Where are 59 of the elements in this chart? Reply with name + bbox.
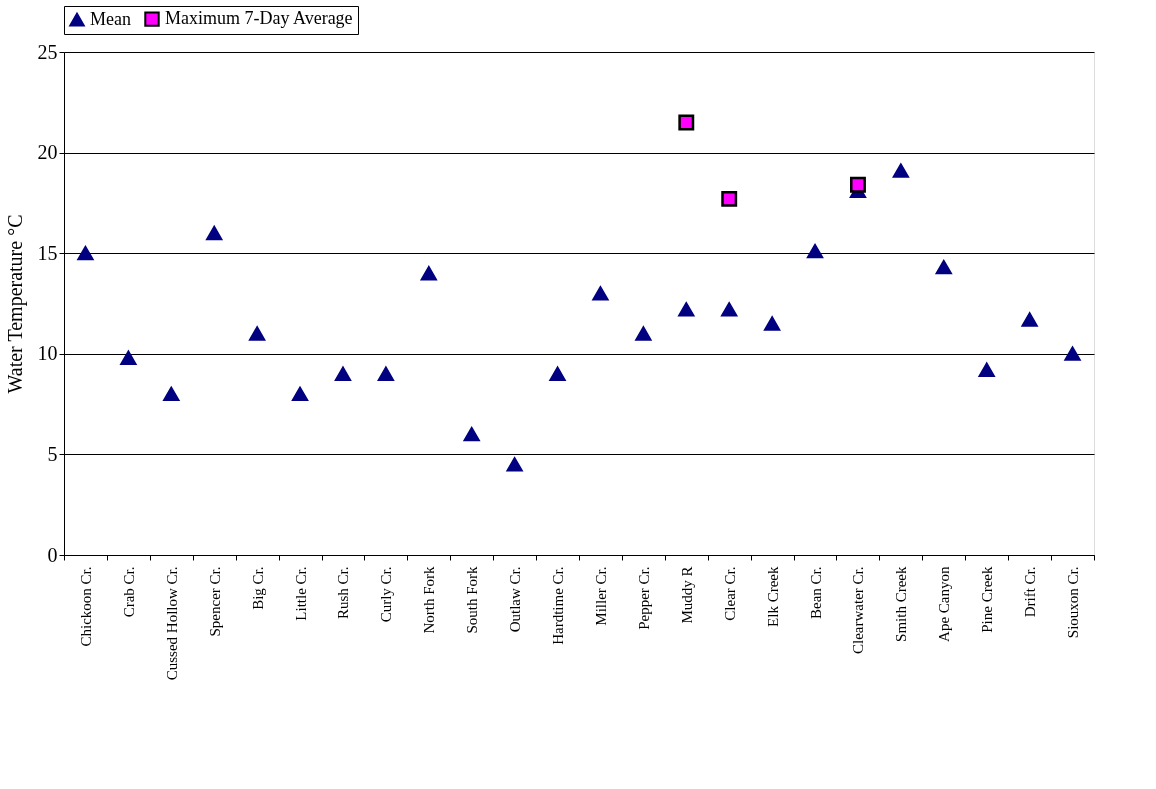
x-tick-label: Crab Cr.	[120, 566, 137, 618]
point	[1021, 312, 1038, 327]
x-tick-label: Clear Cr.	[721, 566, 738, 621]
x-tick-label: Chickoon Cr.	[77, 566, 94, 647]
point	[721, 190, 738, 207]
point	[506, 457, 523, 472]
point	[377, 366, 394, 381]
point	[892, 163, 909, 178]
point	[206, 226, 223, 241]
y-tick-label: 25	[37, 40, 58, 63]
point	[935, 260, 952, 275]
point	[463, 427, 480, 442]
x-tick-label: Smith Creek	[893, 566, 910, 642]
point	[678, 114, 695, 131]
point	[807, 244, 823, 259]
x-tick-label: Drift Cr.	[1022, 566, 1039, 618]
y-tick-label: 15	[37, 241, 58, 264]
point	[420, 266, 437, 281]
x-tick-label: Curly Cr.	[378, 566, 395, 623]
x-tick-label: Pine Creek	[979, 566, 996, 633]
y-tick-label: 0	[47, 543, 58, 566]
point	[978, 362, 995, 377]
x-tick-label: Cussed Hollow Cr.	[163, 566, 180, 681]
y-tick-label: 5	[47, 442, 58, 465]
x-tick-label: Siouxon Cr.	[1065, 566, 1082, 639]
x-tick-label: Ape Canyon	[936, 566, 953, 642]
x-tick-label: Outlaw Cr.	[507, 566, 524, 633]
x-tick-label: Big Cr.	[249, 566, 266, 610]
y-tick-label: 10	[37, 342, 58, 365]
point	[163, 386, 180, 402]
x-tick-label: North Fork	[421, 566, 438, 634]
x-tick-label: South Fork	[464, 566, 481, 634]
x-tick-label: Pepper Cr.	[635, 566, 652, 630]
point	[635, 326, 652, 341]
x-tick-label: Muddy R	[678, 566, 695, 624]
x-tick-label: Rush Cr.	[335, 566, 352, 620]
legend-label: Mean	[90, 8, 131, 29]
point	[678, 302, 695, 317]
point	[764, 316, 781, 331]
x-tick-label: Bean Cr.	[807, 566, 824, 619]
x-tick-label: Spencer Cr.	[206, 566, 223, 637]
legend-label: Maximum 7-Day Average	[165, 8, 353, 29]
point	[1064, 346, 1081, 361]
x-tick-label: Miller Cr.	[592, 566, 609, 626]
point	[335, 366, 351, 381]
point	[120, 350, 137, 365]
x-tick-label: Clearwater Cr.	[850, 566, 867, 654]
point	[77, 246, 94, 261]
point	[549, 366, 566, 381]
point	[292, 386, 308, 402]
y-axis-title: Water Temperature °C	[3, 214, 27, 394]
point	[592, 286, 609, 301]
point	[249, 326, 266, 341]
x-tick-label: Elk Creek	[764, 566, 781, 627]
x-tick-label: Little Cr.	[292, 566, 309, 621]
x-tick-label: Hardtime Cr.	[550, 566, 567, 645]
y-tick-label: 20	[37, 141, 58, 164]
point	[721, 302, 738, 317]
point	[850, 176, 866, 193]
